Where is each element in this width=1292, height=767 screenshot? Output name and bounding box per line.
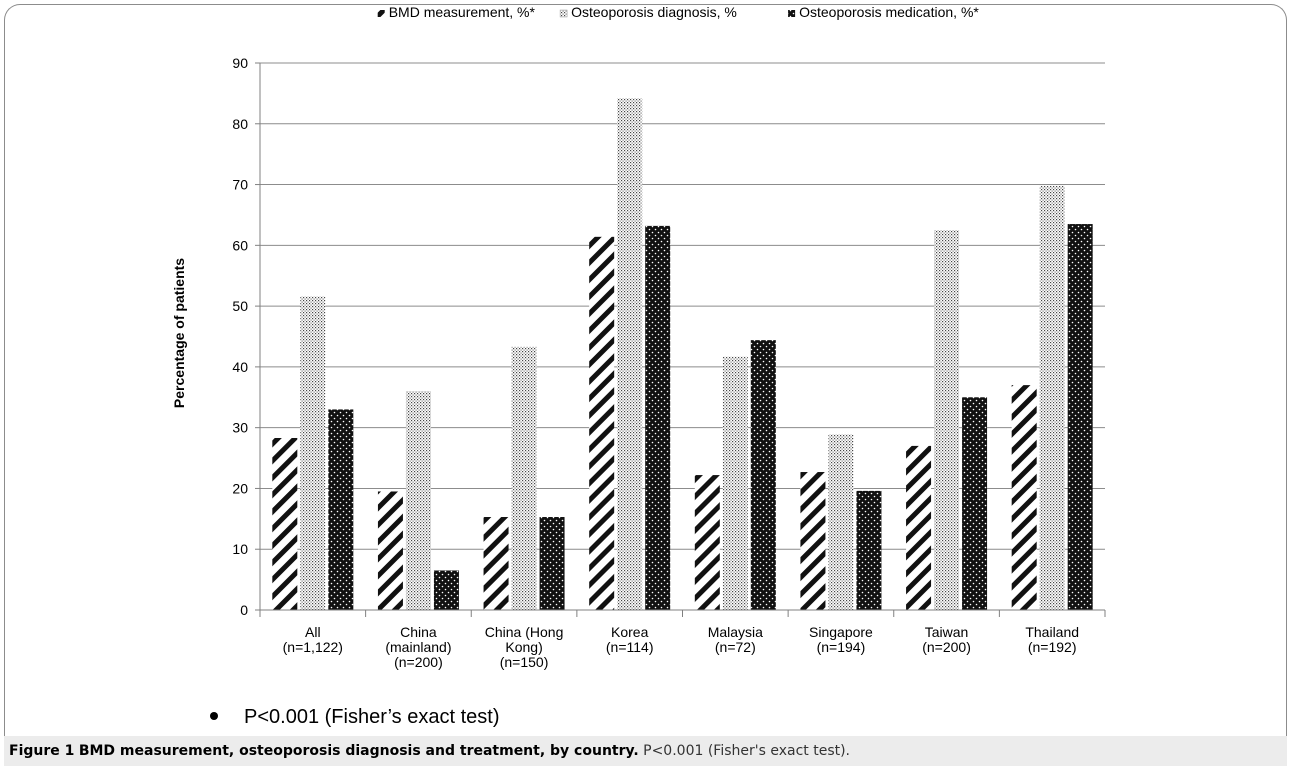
caption-label: Figure 1: [9, 743, 75, 759]
x-tick-label: (n=200): [394, 654, 443, 670]
x-tick-label: China: [400, 624, 437, 640]
y-tick-label: 20: [232, 480, 248, 496]
legend-label-2: Osteoporosis diagnosis, %: [571, 4, 737, 20]
x-tick-label: Malaysia: [708, 624, 763, 640]
y-tick-label: 90: [232, 55, 248, 71]
y-tick-label: 80: [232, 116, 248, 132]
y-axis-label: Percentage of patients: [171, 258, 187, 408]
bullet-icon: [210, 711, 218, 720]
x-tick-label: (n=114): [606, 639, 654, 655]
legend: BMD measurement, %* Osteoporosis diagnosi…: [377, 4, 979, 20]
x-tick-label: (n=1,122): [283, 639, 343, 655]
bar-1-6: [800, 472, 826, 610]
bar-1-1: [272, 437, 298, 610]
bar-3-2: [433, 570, 459, 610]
caption-note: P<0.001 (Fisher's exact test).: [643, 743, 851, 759]
legend-swatch-1: [377, 10, 385, 17]
bar-1-5: [694, 475, 720, 610]
legend-swatch-2: [559, 9, 568, 18]
y-tick-label: 10: [232, 541, 248, 557]
x-tick-label: Thailand: [1025, 624, 1079, 640]
x-tick-label: China (Hong: [485, 624, 564, 640]
y-tick-label: 0: [240, 602, 248, 618]
bar-3-6: [856, 490, 882, 610]
bar-2-7: [934, 230, 960, 610]
bar-3-3: [539, 517, 565, 610]
x-tick-label: (mainland): [385, 639, 451, 655]
legend-label-1: BMD measurement, %*: [389, 4, 536, 20]
bar-1-2: [377, 491, 403, 610]
bar-3-7: [962, 397, 988, 610]
x-tick-label: (n=194): [817, 639, 866, 655]
figure-caption: Figure 1 BMD measurement, osteoporosis d…: [4, 736, 1287, 766]
bar-3-5: [750, 340, 776, 610]
bar-2-6: [828, 434, 854, 610]
bar-3-8: [1067, 224, 1093, 611]
bar-1-7: [906, 445, 932, 610]
x-tick-label: (n=150): [500, 654, 549, 670]
y-tick-label: 70: [232, 177, 248, 193]
bar-2-3: [511, 346, 537, 610]
bar-3-1: [328, 409, 354, 610]
bar-chart: 0 10 20 30 40 50 60 70 80 90 All(n=1,122) China(mai…: [171, 4, 1106, 670]
x-tick-label: (n=200): [922, 639, 971, 655]
bar-2-1: [300, 296, 326, 610]
x-tick-label: (n=192): [1028, 639, 1077, 655]
footnote-bullet: P<0.001 (Fisher’s exact test): [210, 706, 500, 729]
bar-3-4: [645, 225, 671, 610]
y-tick-label: 50: [232, 298, 248, 314]
y-tick-label: 60: [232, 237, 248, 253]
footnote-text: P<0.001 (Fisher’s exact test): [244, 706, 500, 728]
bars: [272, 98, 1093, 611]
bar-2-4: [617, 98, 643, 611]
x-tick-label: All: [305, 624, 321, 640]
legend-label-3: Osteoporosis medication, %*: [799, 4, 979, 20]
figure-frame: [4, 4, 1287, 763]
x-tick-label: (n=72): [715, 639, 756, 655]
x-tick-label: Taiwan: [925, 624, 969, 640]
y-tick-label: 30: [232, 420, 248, 436]
y-tick-label: 40: [232, 359, 248, 375]
bar-2-2: [405, 391, 431, 610]
x-tick-label: Singapore: [809, 624, 873, 640]
bar-2-5: [722, 356, 748, 610]
caption-title: BMD measurement, osteoporosis diagnosis …: [78, 743, 639, 759]
legend-swatch-3: [788, 10, 796, 17]
x-tick-label: Korea: [611, 624, 649, 640]
axes: 0 10 20 30 40 50 60 70 80 90 All(n=1,122) China(mai…: [232, 55, 1106, 670]
bar-2-8: [1039, 185, 1065, 610]
bar-1-4: [589, 236, 615, 610]
x-tick-label: Kong): [505, 639, 542, 655]
bar-1-8: [1011, 385, 1037, 610]
bar-1-3: [483, 517, 509, 610]
